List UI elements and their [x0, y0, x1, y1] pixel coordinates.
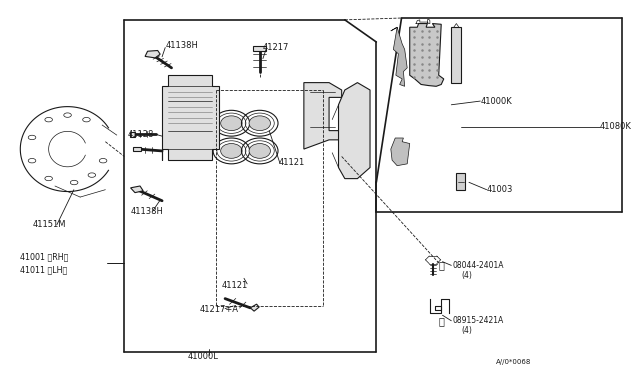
Polygon shape [131, 186, 143, 193]
Ellipse shape [221, 144, 242, 158]
Text: Ⓑ: Ⓑ [438, 260, 444, 270]
Text: 41000K: 41000K [480, 97, 512, 106]
Text: 41121: 41121 [222, 281, 248, 290]
Polygon shape [304, 83, 342, 149]
Polygon shape [162, 75, 219, 160]
Text: A//0*0068: A//0*0068 [496, 359, 531, 365]
Text: Ⓜ: Ⓜ [438, 316, 444, 326]
Text: 41151M: 41151M [33, 220, 67, 229]
Ellipse shape [249, 116, 271, 131]
Polygon shape [133, 147, 141, 151]
Polygon shape [456, 173, 465, 190]
Ellipse shape [249, 144, 271, 158]
Circle shape [342, 134, 367, 149]
Text: (4): (4) [461, 271, 472, 280]
Text: 41138H: 41138H [165, 41, 198, 50]
Ellipse shape [221, 116, 242, 131]
Polygon shape [451, 27, 461, 83]
Circle shape [342, 110, 367, 125]
Text: 08044-2401A: 08044-2401A [452, 261, 504, 270]
Polygon shape [339, 83, 370, 179]
Text: 41000L: 41000L [188, 352, 218, 361]
Text: (4): (4) [461, 326, 472, 335]
Text: 41011 〈LH〉: 41011 〈LH〉 [20, 265, 68, 274]
Text: 41003: 41003 [486, 185, 513, 194]
Text: 41128: 41128 [127, 130, 154, 139]
Polygon shape [250, 304, 259, 311]
Text: 41121: 41121 [278, 157, 305, 167]
Text: 41138H: 41138H [131, 207, 163, 217]
Polygon shape [391, 138, 410, 166]
Text: 41080K: 41080K [600, 122, 632, 131]
Polygon shape [130, 132, 135, 137]
Text: 41001 〈RH〉: 41001 〈RH〉 [20, 252, 68, 262]
Polygon shape [391, 27, 407, 86]
Polygon shape [253, 46, 266, 51]
Text: 08915-2421A: 08915-2421A [452, 316, 504, 325]
Polygon shape [145, 51, 160, 58]
Text: 41217: 41217 [263, 43, 289, 52]
Polygon shape [410, 23, 444, 86]
Text: 41217+A: 41217+A [200, 305, 239, 314]
